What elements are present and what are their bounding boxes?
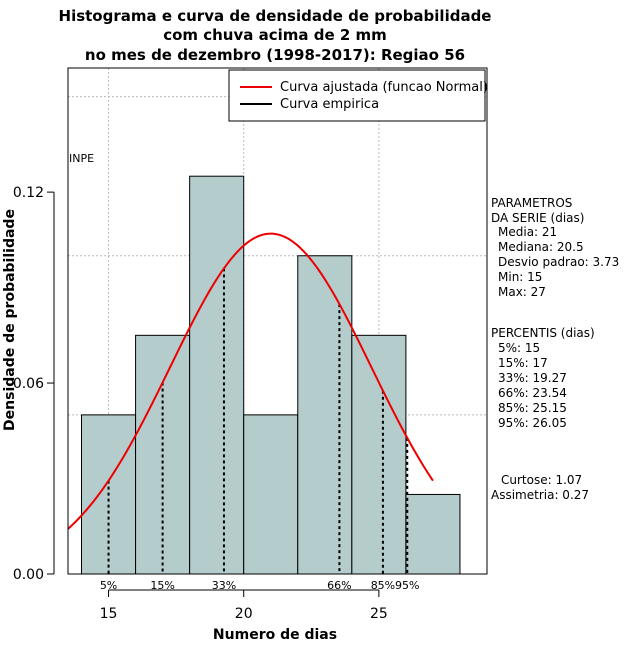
y-tick-label-2: 0.12: [13, 185, 44, 201]
watermark-text: INPE: [69, 152, 94, 165]
percentile-label-3: 66%: [327, 579, 351, 592]
percentis-title: PERCENTIS (dias): [491, 326, 595, 340]
percentile-label-1: 15%: [150, 579, 174, 592]
parametro-item-4: Max: 27: [498, 285, 546, 299]
y-tick-label-0: 0.00: [13, 567, 44, 583]
chart-title-line-3: no mes de dezembro (1998-2017): Regiao 5…: [85, 46, 465, 64]
histogram-bar-6: [405, 493, 461, 575]
parametro-item-2: Desvio padrao: 3.73: [498, 255, 619, 269]
fitted-normal-curve: [67, 232, 434, 530]
histogram-bar-3: [243, 414, 299, 575]
parametros-title-line-0: PARAMETROS: [491, 196, 572, 210]
percentile-label-0: 5%: [100, 579, 117, 592]
percentile-label-4: 85%: [371, 579, 395, 592]
chart-title-line-1: Histograma e curva de densidade de proba…: [59, 7, 492, 25]
x-tick-label-1: 20: [235, 606, 253, 622]
percentil-item-3: 66%: 23.54: [498, 386, 567, 400]
percentil-item-2: 33%: 19.27: [498, 371, 567, 385]
histogram-bar-4: [297, 255, 353, 575]
x-tick-label-2: 25: [370, 606, 388, 622]
percentile-markers: 5% 15% 33% 66% 85% 95%: [100, 268, 419, 592]
legend-label-empirical: Curva empirica: [280, 97, 379, 112]
histogram-bar-5: [351, 334, 407, 575]
parametro-item-0: Media: 21: [498, 225, 557, 239]
x-tick-label-0: 15: [100, 606, 118, 622]
parametro-item-1: Mediana: 20.5: [498, 240, 584, 254]
percentile-label-5: 95%: [395, 579, 419, 592]
legend-label-fitted: Curva ajustada (funcao Normal): [280, 80, 488, 95]
legend-box: [228, 69, 486, 122]
histogram-bar-2: [189, 175, 245, 575]
percentil-item-4: 85%: 25.15: [498, 401, 567, 415]
x-axis-label: Numero de dias: [213, 627, 337, 643]
percentile-label-2: 33%: [212, 579, 236, 592]
percentil-item-0: 5%: 15: [498, 341, 540, 355]
percentil-item-5: 95%: 26.05: [498, 416, 567, 430]
assimetria-value: Assimetria: 0.27: [491, 488, 589, 502]
chart-title-line-2: com chuva acima de 2 mm: [163, 26, 387, 44]
histogram-bars: [81, 175, 461, 575]
legend: Curva ajustada (funcao Normal) Curva emp…: [228, 69, 488, 122]
y-tick-label-1: 0.06: [13, 376, 44, 392]
parametro-item-3: Min: 15: [498, 270, 542, 284]
parametros-title-line-1: DA SERIE (dias): [491, 211, 584, 225]
plot-frame: [67, 67, 488, 575]
curtose-value: Curtose: 1.07: [501, 473, 582, 487]
percentil-item-1: 15%: 17: [498, 356, 548, 370]
axes: 15 20 25 0.00 0.06 0.12: [13, 185, 388, 622]
y-axis-label: Densidade de probabilidade: [2, 209, 18, 431]
